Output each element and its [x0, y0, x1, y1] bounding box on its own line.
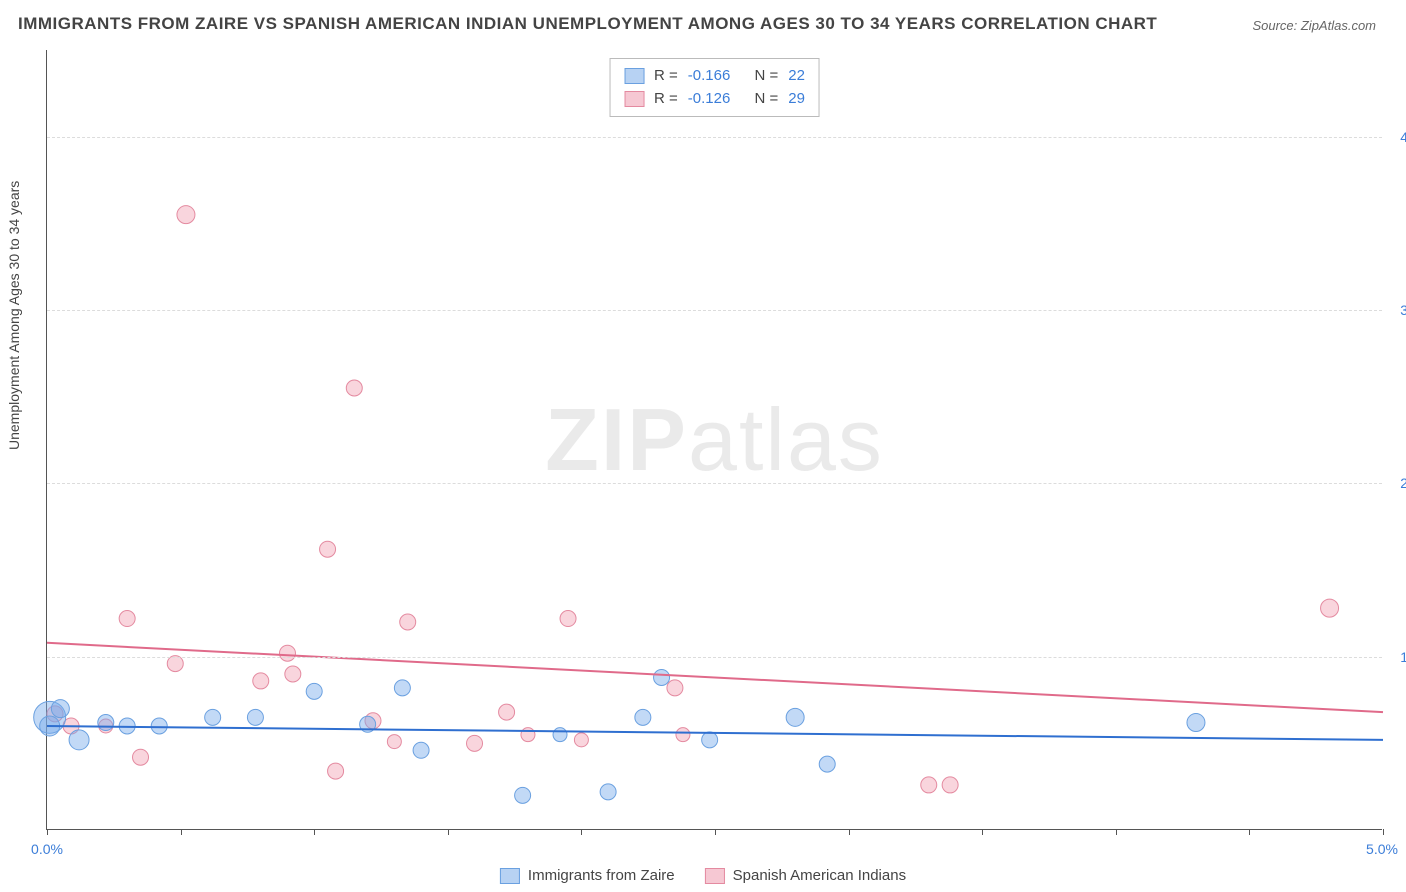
data-point [942, 777, 958, 793]
x-tick [982, 829, 983, 835]
series-legend: Immigrants from Zaire Spanish American I… [500, 867, 906, 884]
plot-area: ZIPatlas R = -0.166 N = 22 R = -0.126 N … [46, 50, 1382, 830]
data-point [521, 728, 535, 742]
data-point [654, 669, 670, 685]
x-tick [314, 829, 315, 835]
data-point [320, 541, 336, 557]
data-point [499, 704, 515, 720]
grid-line [47, 137, 1382, 138]
data-point [151, 718, 167, 734]
data-point [247, 709, 263, 725]
data-point [635, 709, 651, 725]
y-tick-label: 20.0% [1400, 475, 1406, 491]
data-point [1321, 599, 1339, 617]
data-point [253, 673, 269, 689]
data-point [51, 700, 69, 718]
data-point [515, 787, 531, 803]
data-point [279, 645, 295, 661]
x-tick [1383, 829, 1384, 835]
y-axis-label: Unemployment Among Ages 30 to 34 years [6, 181, 22, 450]
data-point [133, 749, 149, 765]
data-point [167, 656, 183, 672]
y-tick-label: 40.0% [1400, 129, 1406, 145]
chart-title: IMMIGRANTS FROM ZAIRE VS SPANISH AMERICA… [18, 14, 1157, 34]
data-point [119, 611, 135, 627]
trend-line [47, 643, 1383, 712]
x-tick [1249, 829, 1250, 835]
data-point [574, 733, 588, 747]
data-point [69, 730, 89, 750]
x-tick-label-left: 0.0% [31, 841, 63, 857]
grid-line [47, 310, 1382, 311]
data-point [819, 756, 835, 772]
source-label: Source: ZipAtlas.com [1252, 18, 1376, 33]
grid-line [47, 657, 1382, 658]
data-point [921, 777, 937, 793]
data-point [306, 683, 322, 699]
legend-swatch-pink [705, 868, 725, 884]
legend-label-1: Immigrants from Zaire [528, 867, 675, 884]
data-point [285, 666, 301, 682]
x-tick [849, 829, 850, 835]
scatter-svg [47, 50, 1382, 829]
data-point [553, 728, 567, 742]
legend-swatch-blue [500, 868, 520, 884]
data-point [676, 728, 690, 742]
data-point [177, 206, 195, 224]
x-tick [715, 829, 716, 835]
data-point [600, 784, 616, 800]
x-tick [181, 829, 182, 835]
legend-item-2: Spanish American Indians [705, 867, 906, 884]
x-tick [581, 829, 582, 835]
data-point [205, 709, 221, 725]
data-point [560, 611, 576, 627]
legend-label-2: Spanish American Indians [733, 867, 906, 884]
data-point [467, 735, 483, 751]
data-point [1187, 714, 1205, 732]
data-point [394, 680, 410, 696]
data-point [413, 742, 429, 758]
data-point [387, 735, 401, 749]
chart-container: IMMIGRANTS FROM ZAIRE VS SPANISH AMERICA… [0, 0, 1406, 892]
data-point [346, 380, 362, 396]
x-tick [448, 829, 449, 835]
data-point [400, 614, 416, 630]
legend-item-1: Immigrants from Zaire [500, 867, 675, 884]
x-tick-label-right: 5.0% [1366, 841, 1398, 857]
data-point [328, 763, 344, 779]
data-point [786, 708, 804, 726]
x-tick [47, 829, 48, 835]
y-tick-label: 10.0% [1400, 649, 1406, 665]
data-point [702, 732, 718, 748]
data-point [98, 715, 114, 731]
data-point [667, 680, 683, 696]
y-tick-label: 30.0% [1400, 302, 1406, 318]
grid-line [47, 483, 1382, 484]
x-tick [1116, 829, 1117, 835]
